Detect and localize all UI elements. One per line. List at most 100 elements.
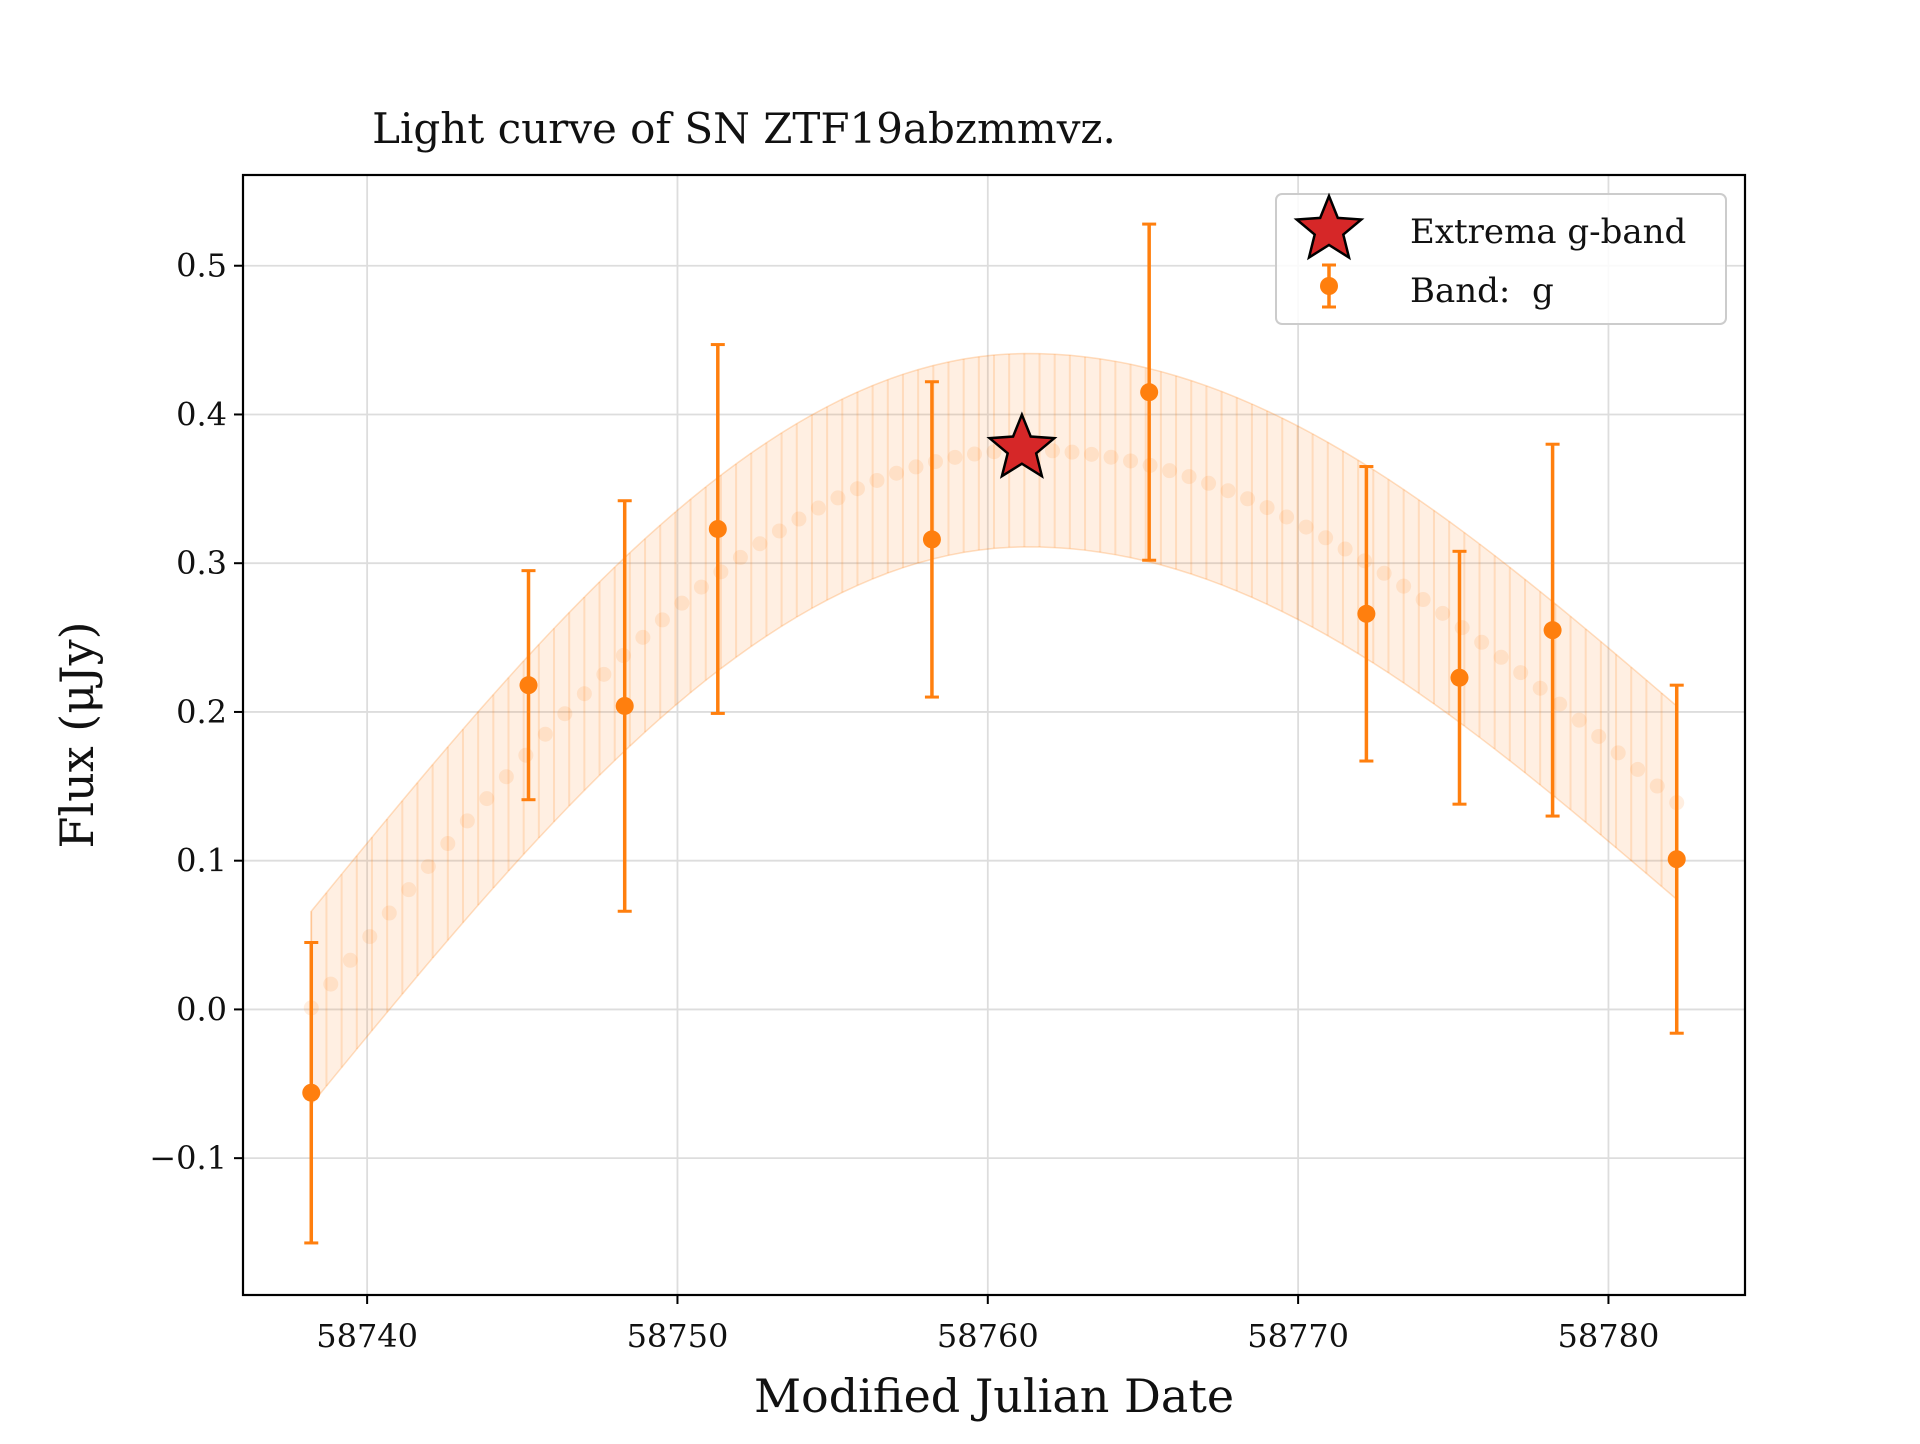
data-point bbox=[1140, 383, 1159, 402]
model-point bbox=[1435, 605, 1451, 621]
model-point bbox=[1571, 712, 1587, 728]
legend-extrema-star bbox=[1293, 192, 1365, 261]
extrema-star bbox=[986, 411, 1058, 479]
model-point bbox=[908, 459, 924, 475]
model-point bbox=[1357, 553, 1373, 569]
x-tick-label: 58750 bbox=[627, 1317, 729, 1355]
model-point bbox=[1220, 483, 1236, 499]
x-tick-label: 58760 bbox=[937, 1317, 1039, 1355]
model-point bbox=[1123, 453, 1139, 469]
model-point bbox=[1591, 728, 1607, 744]
y-tick-label: 0.4 bbox=[176, 395, 227, 433]
model-point bbox=[1318, 530, 1334, 546]
x-axis-label: Modified Julian Date bbox=[754, 1369, 1234, 1423]
model-point bbox=[771, 523, 787, 539]
model-point bbox=[947, 449, 963, 465]
plot-frame bbox=[241, 173, 1747, 1297]
model-point bbox=[596, 666, 612, 682]
x-axis-ticks: 58740 58750 58760 58770 58780 bbox=[316, 1295, 1659, 1355]
model-point bbox=[1493, 649, 1509, 665]
x-tick-label: 58780 bbox=[1558, 1317, 1660, 1355]
model-point bbox=[1279, 509, 1295, 525]
y-axis-ticks: −0.1 0.0 0.1 0.2 0.3 0.4 0.5 bbox=[149, 247, 243, 1177]
data-point bbox=[1450, 668, 1469, 687]
model-point bbox=[888, 465, 904, 481]
model-point bbox=[1513, 665, 1529, 681]
model-point bbox=[1181, 469, 1197, 485]
model-point bbox=[1298, 519, 1314, 535]
model-point bbox=[1415, 592, 1431, 608]
model-point bbox=[537, 726, 553, 742]
model-point bbox=[342, 952, 358, 968]
model-point bbox=[557, 706, 573, 722]
y-tick-label: 0.1 bbox=[176, 842, 227, 880]
y-tick-label: 0.2 bbox=[176, 693, 227, 731]
y-tick-label: −0.1 bbox=[149, 1139, 227, 1177]
model-point bbox=[1532, 680, 1548, 696]
model-point bbox=[654, 612, 670, 628]
grid-lines bbox=[243, 175, 1745, 1295]
model-point bbox=[420, 858, 436, 874]
model-point bbox=[381, 905, 397, 921]
model-point bbox=[1259, 500, 1275, 516]
model-point bbox=[986, 444, 1002, 460]
legend-point bbox=[1320, 277, 1338, 295]
model-point bbox=[732, 549, 748, 565]
model-point bbox=[362, 929, 378, 945]
model-point bbox=[674, 595, 690, 611]
legend-box bbox=[1275, 193, 1727, 325]
model-point bbox=[1045, 443, 1061, 459]
legend-band-g-label: Band: g bbox=[1410, 271, 1554, 311]
y-tick-label: 0.0 bbox=[176, 990, 227, 1028]
model-point bbox=[1396, 578, 1412, 594]
model-point bbox=[401, 882, 417, 898]
model-point bbox=[869, 472, 885, 488]
model-point bbox=[635, 629, 651, 645]
model-point bbox=[1454, 620, 1470, 636]
legend-star-marker bbox=[1293, 192, 1365, 261]
model-point bbox=[518, 747, 534, 763]
model-point bbox=[1610, 745, 1626, 761]
chart-title: Light curve of SN ZTF19abzmmvz. bbox=[372, 104, 1116, 153]
model-point bbox=[440, 836, 456, 852]
model-point bbox=[1649, 778, 1665, 794]
x-tick-label: 58740 bbox=[316, 1317, 418, 1355]
model-point bbox=[791, 511, 807, 527]
model-point bbox=[966, 446, 982, 462]
x-tick-label: 58770 bbox=[1247, 1317, 1349, 1355]
legend: Extrema g-band Band: g bbox=[1275, 192, 1727, 325]
extrema-markers bbox=[986, 411, 1058, 479]
model-point bbox=[752, 536, 768, 552]
model-point bbox=[1240, 491, 1256, 507]
model-point bbox=[810, 500, 826, 516]
legend-extrema-label: Extrema g-band bbox=[1410, 212, 1686, 252]
data-point bbox=[1357, 604, 1376, 623]
data-point bbox=[1543, 621, 1562, 640]
model-point bbox=[1103, 449, 1119, 465]
data-point bbox=[1667, 850, 1686, 869]
data-point bbox=[519, 676, 538, 695]
data-point bbox=[302, 1083, 321, 1102]
data-point bbox=[922, 530, 941, 549]
model-point bbox=[713, 564, 729, 580]
model-point bbox=[479, 791, 495, 807]
model-point bbox=[459, 813, 475, 829]
model-point bbox=[1552, 696, 1568, 712]
model-point bbox=[1064, 444, 1080, 460]
model-point bbox=[576, 686, 592, 702]
model-point bbox=[830, 490, 846, 506]
model-point bbox=[323, 976, 339, 992]
model-point bbox=[849, 481, 865, 497]
model-band bbox=[303, 352, 1685, 1107]
model-point bbox=[693, 579, 709, 595]
model-point bbox=[1337, 541, 1353, 557]
model-point bbox=[1474, 634, 1490, 650]
legend-band-g-marker bbox=[1320, 263, 1338, 309]
model-point bbox=[1084, 446, 1100, 462]
data-point bbox=[708, 519, 727, 538]
model-point bbox=[1376, 565, 1392, 581]
y-tick-label: 0.3 bbox=[176, 544, 227, 582]
model-point bbox=[1630, 761, 1646, 777]
